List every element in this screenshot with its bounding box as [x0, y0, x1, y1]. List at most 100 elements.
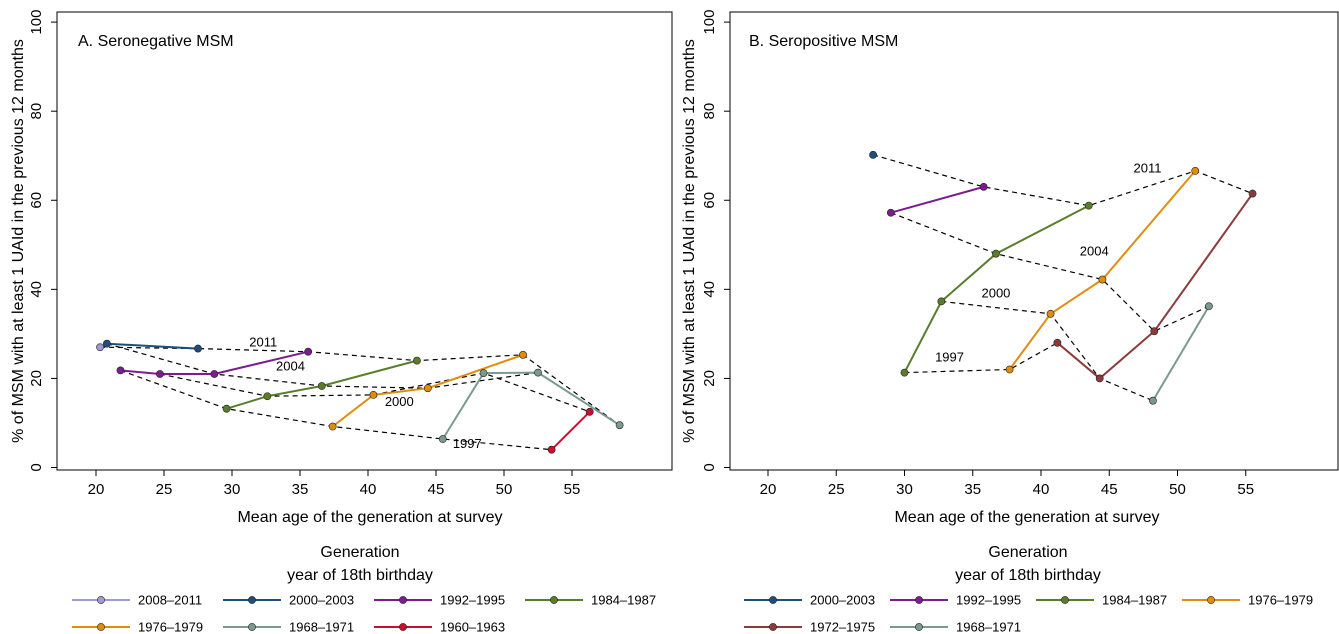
panel-a-y-tick-label-0: 0 — [28, 463, 45, 471]
panel-a-point-1992-1995-1 — [156, 370, 164, 378]
panel-a-point-1960-1963-1 — [585, 407, 594, 416]
panel-a-series-2000-2003 — [102, 339, 202, 353]
legend-a-item-2008-2011: 2008–2011 — [72, 593, 202, 608]
panel-a-series-1960-1963 — [547, 407, 594, 454]
legend-a-label-1968-1971: 1968–1971 — [289, 620, 354, 634]
legend-a-swatch-marker-2000-2003 — [248, 596, 256, 604]
panel-a-y-tick-label-40: 40 — [28, 281, 45, 298]
panel-b-x-axis-title: Mean age of the generation at survey — [894, 509, 1159, 526]
legend-a-title-line1: Generation — [320, 544, 399, 561]
panel-b-point-1972-1975-0 — [1053, 338, 1062, 347]
panel-a-series-1968-1971 — [438, 368, 624, 443]
legend-a-swatch-marker-1976-1979 — [97, 623, 105, 631]
panel-a-series — [96, 339, 624, 454]
panel-a-title: A. Seronegative MSM — [78, 33, 234, 50]
panel-a-series-2008-2011 — [96, 343, 104, 352]
panel-a-year-label-2011: 2011 — [249, 334, 277, 349]
panel-b-point-1992-1995-1 — [979, 182, 988, 191]
panel-b-line-1972-1975 — [1056, 193, 1254, 380]
panel-b-ticks: 20 25 30 35 40 45 50 55 0 20 40 60 80 100 — [701, 10, 1254, 498]
panel-b-point-1976-1979-3 — [1191, 166, 1200, 175]
panel-a-point-1968-1971-1 — [479, 369, 488, 377]
panel-a-point-1976-1979-3 — [519, 350, 527, 359]
panel-b-year-label-2011: 2011 — [1133, 161, 1161, 176]
panel-a-y-tick-label-20: 20 — [28, 370, 45, 387]
panel-a-year-label-2004: 2004 — [276, 358, 305, 373]
panel-a-point-1976-1979-1 — [369, 390, 378, 399]
panel-b-point-1972-1975-1 — [1095, 374, 1104, 383]
panel-b-line-1976-1979 — [1008, 170, 1196, 371]
legend-b-item-1968-1971: 1968–1971 — [890, 620, 1021, 634]
panel-a-point-1968-1971-3 — [615, 421, 624, 430]
legend-b-label-1984-1987: 1984–1987 — [1102, 593, 1167, 608]
panel-b-year-label-2000: 2000 — [981, 285, 1010, 300]
panel-b-y-tick-label-100: 100 — [701, 10, 718, 35]
legend-b-swatch-marker-1984-1987 — [1061, 596, 1069, 604]
legend-a-item-1960-1963: 1960–1963 — [374, 620, 505, 634]
legend-b-swatch-marker-1992-1995 — [915, 596, 923, 604]
panel-b-point-1984-1987-1 — [937, 297, 946, 306]
panel-b-series — [869, 150, 1257, 405]
panel-a-x-tick-label-40: 40 — [360, 481, 377, 498]
panel-b-line-1984-1987 — [903, 204, 1090, 374]
legend-a-item-1976-1979: 1976–1979 — [72, 620, 203, 634]
panel-b-point-1984-1987-3 — [1084, 201, 1093, 210]
legend-b: Generation year of 18th birthday 2000–20… — [744, 544, 1313, 634]
panel-a-point-2000-2003-0 — [102, 339, 111, 348]
legend-a-swatch-marker-1984-1987 — [550, 596, 558, 604]
panel-b-point-1968-1971-0 — [1149, 396, 1157, 405]
panel-a-point-1960-1963-0 — [547, 445, 556, 454]
panel-a-y-axis-title: % of MSM with at least 1 UAId in the pre… — [10, 39, 27, 443]
legend-a-label-1960-1963: 1960–1963 — [440, 620, 505, 634]
panel-b-y-tick-label-40: 40 — [701, 281, 718, 298]
panel-a-connector-2011 — [100, 346, 620, 426]
panel-a-point-1976-1979-0 — [328, 422, 337, 431]
panel-a-y-tick-label-80: 80 — [28, 103, 45, 120]
panel-b-x-tick-label-20: 20 — [760, 481, 777, 498]
panel-a-point-1984-1987-3 — [413, 356, 421, 365]
panel-b-point-1984-1987-0 — [900, 368, 909, 377]
panel-b-point-1976-1979-1 — [1046, 309, 1055, 318]
panel-a-point-1976-1979-2 — [423, 384, 432, 393]
legend-a-swatch-marker-1992-1995 — [399, 596, 407, 604]
legend-a-label-1984-1987: 1984–1987 — [591, 593, 656, 608]
panel-b-y-tick-label-0: 0 — [701, 463, 718, 471]
legend-a-label-2000-2003: 2000–2003 — [289, 593, 354, 608]
panel-b-point-1992-1995-0 — [886, 208, 895, 217]
panel-b-point-1968-1971-1 — [1204, 302, 1213, 311]
panel-b-x-tick-label-40: 40 — [1033, 481, 1050, 498]
panel-a-x-tick-label-35: 35 — [292, 481, 309, 498]
legend-a-title-line2: year of 18th birthday — [287, 567, 433, 584]
legend-a-swatch-marker-1960-1963 — [399, 623, 407, 631]
panel-b-series-1976-1979 — [1005, 166, 1200, 374]
panel-b-year-labels: 2011 2004 2000 1997 — [935, 161, 1161, 365]
panel-b-series-2000-2003 — [869, 150, 878, 159]
panel-b-frame — [729, 11, 1339, 471]
legend-b-item-1972-1975: 1972–1975 — [744, 620, 875, 634]
panel-a-point-1992-1995-2 — [210, 370, 219, 378]
panel-a-series-1976-1979 — [328, 350, 527, 431]
panel-a-line-2000-2003 — [106, 342, 199, 350]
panel-b-point-1972-1975-3 — [1248, 189, 1257, 198]
panel-b-point-1984-1987-2 — [992, 249, 1000, 258]
panel-a-line-1976-1979 — [331, 353, 524, 428]
panel-a-connector-2000 — [159, 372, 590, 413]
panel-b-x-tick-label-55: 55 — [1237, 481, 1254, 498]
panel-a-frame — [56, 11, 673, 471]
panel-a-x-tick-label-25: 25 — [156, 481, 173, 498]
panel-b-x-tick-label-25: 25 — [828, 481, 845, 498]
panel-a-year-label-2000: 2000 — [385, 394, 414, 409]
legend-a: Generation year of 18th birthday 2008–20… — [72, 544, 656, 634]
panel-a-point-2008-2011-0 — [96, 343, 104, 352]
legend-b-swatch-marker-2000-2003 — [769, 596, 777, 604]
panel-b-point-2000-2003-0 — [869, 150, 878, 159]
panel-a-connector-2004 — [106, 343, 539, 389]
panel-a-y-tick-label-100: 100 — [28, 10, 45, 35]
panel-b-connector-2000 — [941, 300, 1154, 402]
panel-b-point-1976-1979-0 — [1005, 365, 1014, 374]
legend-a-item-1984-1987: 1984–1987 — [525, 593, 656, 608]
legend-a-item-2000-2003: 2000–2003 — [223, 593, 354, 608]
panel-a-x-axis-title: Mean age of the generation at survey — [237, 509, 502, 526]
legend-b-item-1992-1995: 1992–1995 — [890, 593, 1021, 608]
